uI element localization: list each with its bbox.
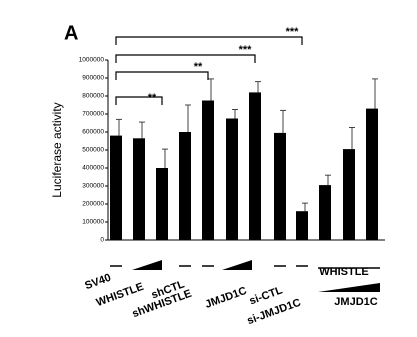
x-annotation-shapes: [110, 265, 380, 269]
bar: [319, 185, 331, 240]
significance-label: ***: [286, 26, 300, 38]
bar: [156, 168, 168, 240]
bar: [202, 100, 214, 240]
y-tick-label: 0: [100, 237, 104, 244]
group-label: WHISTLE: [319, 266, 369, 278]
y-tick-label: 700000: [82, 111, 104, 118]
panel-label: A: [64, 22, 78, 44]
y-tick-label: 200000: [82, 201, 104, 208]
y-tick-label: 100000: [82, 219, 104, 226]
group-label: JMJD1C: [334, 296, 377, 308]
y-tick-label: 300000: [82, 183, 104, 190]
bar: [226, 118, 238, 240]
bar: [133, 138, 145, 240]
bar: [366, 108, 378, 240]
bar: [296, 211, 308, 240]
y-tick-label: 600000: [82, 129, 104, 136]
y-tick-label: 400000: [82, 165, 104, 172]
group-label: JMJD1C: [204, 285, 249, 311]
y-tick-label: 500000: [82, 147, 104, 154]
dose-triangle: [222, 260, 252, 270]
bar: [343, 149, 355, 240]
dose-triangle: [132, 260, 162, 270]
significance-bracket: [115, 71, 209, 80]
bar: [249, 92, 261, 241]
dose-triangle: [318, 283, 380, 292]
group-label: SV40: [83, 272, 112, 292]
significance-label: **: [148, 92, 157, 104]
significance-bracket: [115, 96, 163, 105]
bar: [179, 132, 191, 240]
significance-label: **: [194, 61, 203, 73]
y-tick-label: 800000: [82, 93, 104, 100]
significance-bracket: [115, 36, 303, 45]
significance-bracket: [115, 54, 256, 63]
bar: [274, 132, 286, 240]
bar: [110, 135, 122, 240]
y-axis-title: Luciferase activity: [50, 102, 64, 197]
y-tick-label: 900000: [82, 75, 104, 82]
y-tick-label: 1000000: [79, 57, 105, 64]
significance-label: ***: [239, 44, 253, 56]
